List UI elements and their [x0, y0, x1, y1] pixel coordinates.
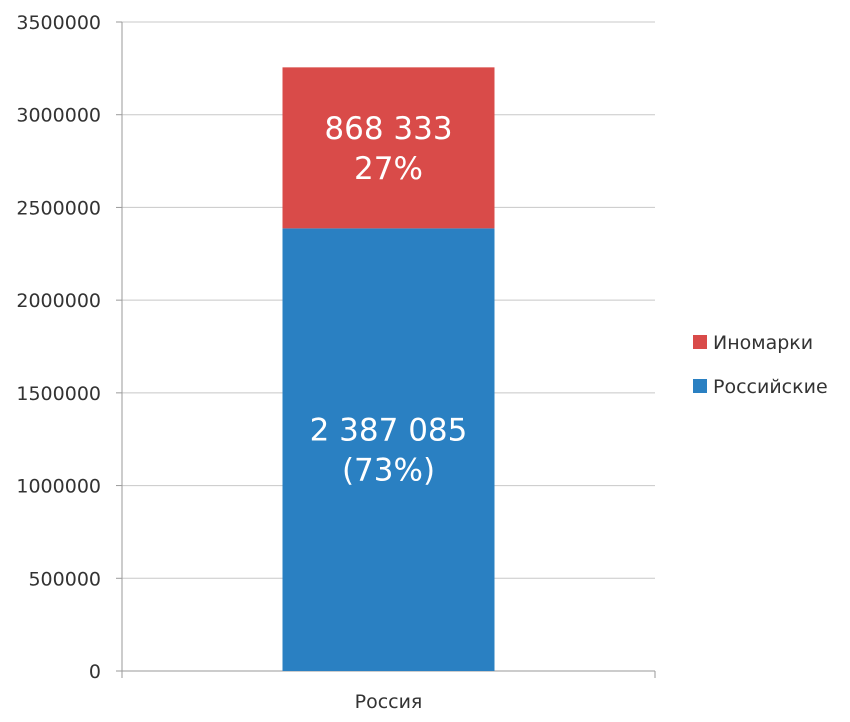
data-labels: 2 387 085 (73%) 868 333 27%	[310, 111, 468, 489]
data-label: 868 333	[324, 111, 452, 147]
y-tick-label: 500000	[28, 568, 101, 590]
category-label: Россия	[355, 691, 423, 713]
data-label: 27%	[354, 151, 423, 187]
bar-segment	[282, 228, 495, 671]
y-tick-label: 2500000	[16, 197, 101, 219]
bar-segment	[282, 67, 495, 229]
bars	[282, 67, 495, 671]
y-tick-label: 2000000	[16, 290, 101, 312]
data-label: 2 387 085	[310, 413, 468, 449]
legend-entry: Иномарки	[713, 332, 813, 354]
legend-entry: Российские	[713, 376, 828, 398]
y-axis-tick-labels: 0 500000 1000000 1500000 2000000 2500000 30000…	[16, 12, 122, 683]
y-tick-label: 1000000	[16, 476, 101, 498]
data-label: (73%)	[342, 453, 435, 489]
legend: Иномарки Российские	[693, 332, 828, 398]
legend-swatch	[693, 335, 707, 349]
legend-swatch	[693, 379, 707, 393]
y-tick-label: 1500000	[16, 383, 101, 405]
y-tick-label: 0	[89, 661, 101, 683]
y-tick-label: 3000000	[16, 105, 101, 127]
y-tick-label: 3500000	[16, 12, 101, 34]
x-axis-category-labels: Россия	[355, 691, 423, 713]
